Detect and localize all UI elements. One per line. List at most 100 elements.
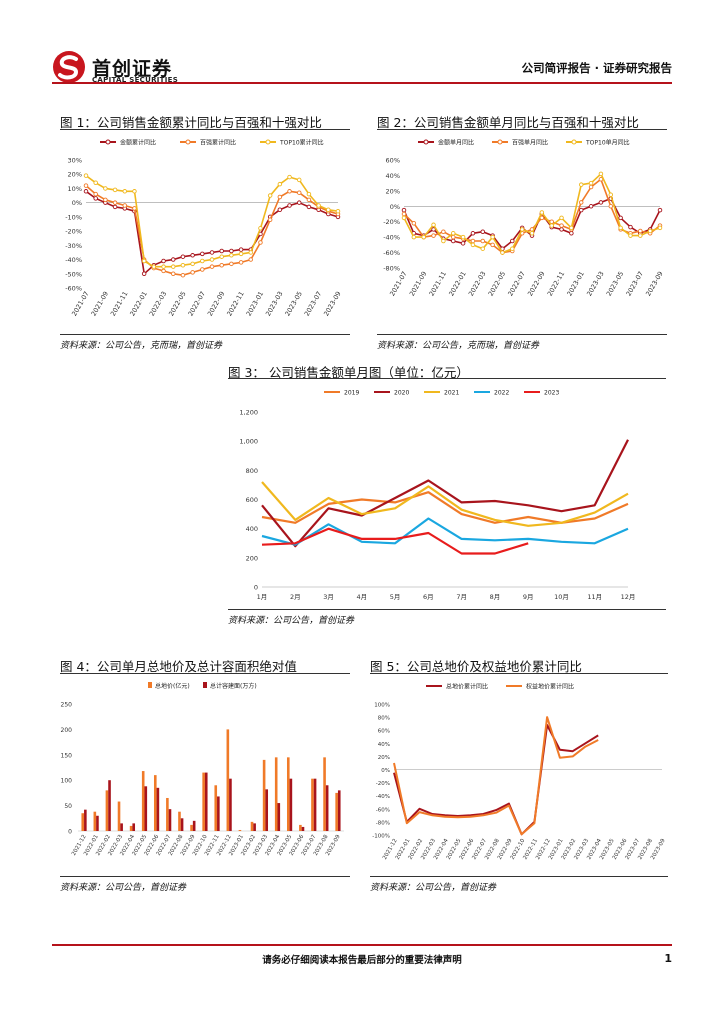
fig5-legend-label-1: 权益地价累计同比 — [526, 683, 574, 691]
fig2-point-1-8 — [480, 238, 486, 244]
fig5-ytick-7: -40% — [376, 794, 390, 800]
fig2-point-1-9 — [490, 242, 495, 248]
fig3-legend-label-1: 2020 — [394, 390, 409, 397]
fig3-xtick-3: 4月 — [356, 593, 367, 601]
fig1-point-1-19 — [267, 217, 273, 222]
page-number: 1 — [664, 952, 672, 965]
fig1-legend-marker-0 — [105, 139, 111, 145]
fig1-point-2-26 — [335, 208, 341, 214]
fig1-point-2-13 — [209, 257, 215, 262]
fig1-xtick-4: 2022-03 — [148, 290, 169, 318]
fig4-bar-1-4 — [132, 823, 136, 831]
fig4-bar-0-3 — [117, 801, 121, 831]
fig3-xtick-8: 9月 — [523, 593, 534, 601]
fig2-xtick-11: 2023-05 — [605, 270, 626, 298]
fig2-point-2-15 — [549, 223, 554, 228]
fig2-point-2-0 — [401, 215, 407, 221]
fig3-chart: 1,200 1,000 800 600 400 200 01月 2月 3月 4月 5月 6月 7月 8月 9… — [239, 390, 635, 602]
fig2-point-0-16 — [559, 227, 564, 232]
fig4-bar-0-15 — [262, 759, 266, 831]
fig2-point-2-25 — [647, 228, 653, 234]
fig2-point-0-6 — [460, 241, 466, 246]
fig5-ytick-6: -20% — [376, 781, 390, 787]
fig5-ytick-5: 0% — [381, 768, 390, 774]
fig4-source: 资料来源：公司公告，首创证券 — [60, 883, 187, 893]
fig1-xtick-10: 2023-03 — [264, 290, 285, 318]
fig2-xtick-7: 2022-09 — [526, 270, 547, 298]
fig3-title-rule — [228, 378, 666, 379]
fig1-point-2-7 — [151, 264, 157, 269]
fig2-point-2-17 — [569, 225, 574, 231]
fig4-bar-0-14 — [250, 821, 254, 831]
fig1-point-1-18 — [258, 240, 263, 245]
fig2-legend-marker-1 — [497, 139, 503, 145]
fig2-point-2-1 — [411, 234, 417, 240]
fig4-bar-1-20 — [325, 785, 329, 831]
fig2-xtick-13: 2023-09 — [644, 270, 665, 298]
fig1-xtick-12: 2023-07 — [303, 290, 324, 318]
fig3-xtick-2: 3月 — [323, 593, 334, 601]
fig2-point-2-10 — [500, 250, 505, 255]
fig3-xtick-5: 6月 — [423, 593, 434, 601]
fig5-legend-label-0: 总地价累计同比 — [446, 683, 488, 691]
fig4-bar-0-12 — [226, 729, 230, 831]
fig2-ytick-4: -20% — [383, 218, 400, 226]
fig1-point-0-9 — [170, 257, 176, 262]
fig2-point-0-8 — [480, 229, 486, 234]
fig2-point-1-18 — [578, 200, 584, 205]
fig1-point-1-9 — [170, 271, 176, 277]
fig1-point-2-2 — [103, 186, 108, 191]
footer-rule — [52, 944, 672, 946]
fig2-point-2-14 — [539, 210, 545, 215]
fig1-chart: 30%20%10%0%-10%-20%-30%-40%-50%-60%2021-… — [65, 139, 343, 318]
fig2-point-2-24 — [638, 233, 643, 238]
fig1-point-1-16 — [238, 260, 244, 265]
fig1-point-1-1 — [93, 191, 98, 197]
fig1-legend-marker-2 — [265, 139, 271, 145]
fig1-point-1-5 — [132, 206, 137, 211]
fig3-series-line-3 — [261, 517, 629, 546]
fig2-point-2-23 — [628, 233, 633, 238]
fig2-point-1-24 — [638, 228, 643, 234]
fig5-series-line-0 — [393, 724, 599, 836]
fig1-ytick-8: -50% — [65, 270, 82, 278]
fig1-ytick-7: -40% — [65, 256, 82, 264]
fig3-ytick-6: 0 — [254, 584, 258, 592]
fig1-xtick-6: 2022-07 — [187, 290, 208, 318]
brand-name-en: CAPITAL SECURITIES — [92, 76, 179, 84]
fig1-point-2-1 — [93, 180, 98, 186]
fig1-xtick-1: 2021-09 — [90, 290, 111, 318]
fig1-point-0-13 — [209, 250, 215, 255]
fig1-point-1-20 — [277, 194, 283, 200]
fig4-bar-1-0 — [84, 809, 87, 831]
fig1-ytick-3: 0% — [72, 199, 82, 207]
fig2-source-rule — [377, 334, 667, 335]
fig5-series-line-1 — [393, 716, 599, 836]
fig2-legend-label-0: 金额单月同比 — [438, 139, 474, 147]
fig2-point-0-3 — [431, 227, 436, 232]
header-rule — [52, 82, 672, 84]
fig1-point-2-22 — [296, 177, 302, 183]
fig1-source-rule — [60, 334, 350, 335]
fig2-point-1-16 — [559, 223, 564, 228]
fig1-point-2-17 — [248, 250, 254, 255]
fig1-point-0-16 — [238, 247, 244, 252]
fig2-point-2-13 — [529, 231, 535, 236]
fig2-point-0-11 — [510, 238, 515, 244]
fig2-xtick-3: 2022-01 — [447, 270, 468, 298]
fig1-point-1-15 — [229, 261, 234, 267]
fig2-point-1-3 — [431, 233, 436, 238]
fig3-xtick-6: 7月 — [456, 593, 467, 601]
fig1-point-2-0 — [83, 173, 89, 178]
fig1-point-0-3 — [112, 204, 118, 210]
fig4-ytick-4: 50 — [64, 803, 72, 810]
brand-name-cn: 首创证券 — [92, 58, 173, 80]
fig4-bar-0-21 — [335, 792, 338, 831]
fig4-bar-0-20 — [323, 757, 326, 831]
fig1-xtick-11: 2023-05 — [283, 290, 304, 318]
fig5-ytick-0: 100% — [374, 703, 390, 709]
fig4-bar-1-2 — [108, 780, 111, 831]
fig1-point-0-20 — [277, 207, 283, 213]
fig1-ytick-9: -60% — [65, 285, 82, 293]
fig3-ytick-5: 200 — [246, 554, 258, 562]
